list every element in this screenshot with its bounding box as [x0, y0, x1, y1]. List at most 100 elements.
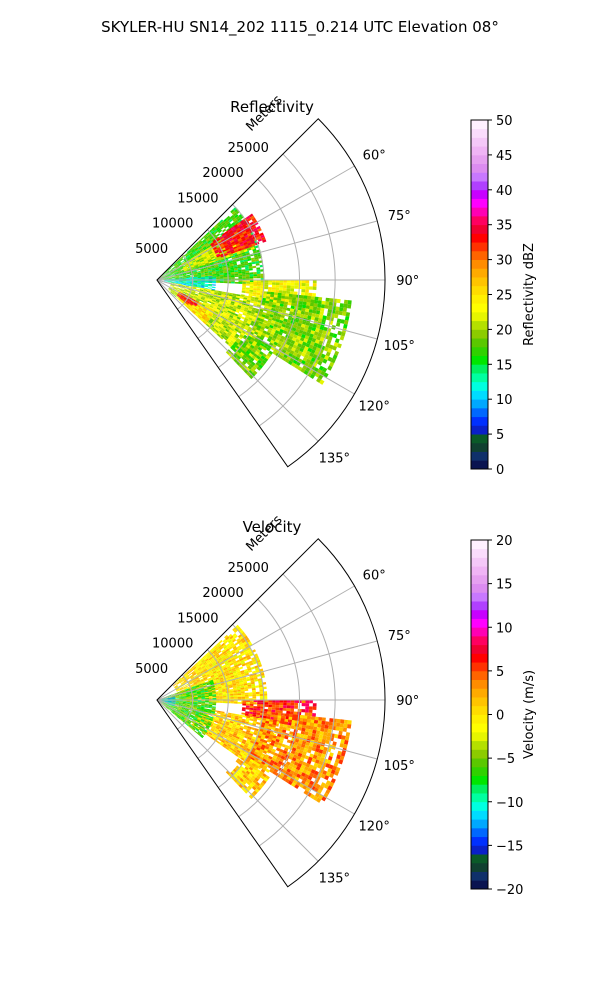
radar-gate — [242, 704, 246, 706]
radar-gate — [313, 727, 317, 731]
radar-gate — [246, 271, 250, 273]
colorbar-segment — [471, 303, 488, 312]
radar-gate — [309, 306, 313, 310]
colorbar-segment — [471, 452, 488, 461]
radar-gate — [307, 296, 311, 300]
radar-gate — [317, 307, 321, 311]
colorbar-tick-label: 0 — [496, 463, 504, 478]
radar-gate — [320, 308, 324, 312]
radar-gate — [301, 289, 305, 292]
radar-gate — [257, 706, 261, 708]
radar-gate — [216, 276, 220, 277]
radar-gate — [338, 731, 342, 736]
radar-gate — [328, 309, 332, 313]
radar-gate — [268, 707, 272, 710]
colorbar-segment — [471, 347, 488, 356]
radar-gate — [212, 277, 216, 278]
radar-gate — [245, 697, 249, 699]
radar-gate — [252, 690, 256, 692]
radar-gate — [279, 290, 283, 293]
radar-gate — [260, 696, 264, 698]
colorbar-segment — [471, 329, 488, 338]
radar-gate — [249, 692, 253, 694]
radar-gate — [216, 233, 220, 237]
radar-gate — [317, 727, 321, 731]
radar-gate — [318, 300, 322, 304]
radar-gate — [242, 275, 246, 277]
radar-gate — [230, 694, 234, 696]
radar-gate — [306, 725, 310, 729]
radar-gate — [339, 307, 343, 311]
radar-gate — [256, 722, 260, 725]
radar-gate — [212, 281, 216, 282]
radar-gate — [249, 268, 253, 270]
radar-gate — [290, 291, 294, 294]
radar-gate — [289, 714, 293, 717]
colorbar-segment — [471, 120, 488, 129]
radar-gate — [250, 274, 254, 276]
radar-gate — [307, 716, 311, 720]
radar-gate — [338, 311, 342, 316]
radar-gate — [327, 313, 331, 317]
radar-gate — [246, 275, 250, 277]
radar-gate — [223, 694, 227, 696]
radar-gate — [287, 705, 291, 708]
radar-gate — [252, 692, 256, 694]
radar-gate — [310, 299, 314, 303]
radar-gate — [242, 284, 246, 286]
radar-gate — [285, 714, 289, 717]
radar-gate — [238, 277, 242, 279]
colorbar-segment — [471, 137, 488, 146]
radar-gate — [299, 721, 303, 725]
radar-gate — [325, 305, 329, 309]
radar-gate — [286, 291, 290, 294]
radar-gate — [242, 273, 246, 275]
radar-gate — [257, 276, 261, 278]
radar-gate — [220, 277, 224, 279]
radar-gate — [299, 298, 303, 302]
radar-gate — [326, 316, 330, 320]
radar-gate — [272, 290, 276, 293]
radar-gate — [239, 667, 243, 670]
radar-gate — [305, 709, 309, 712]
radar-gate — [253, 276, 257, 278]
radar-gate — [334, 314, 338, 319]
colorbar-tick-label: 10 — [496, 393, 513, 408]
radar-gate — [329, 302, 333, 306]
radar-gate — [199, 677, 203, 680]
radar-gate — [321, 721, 325, 725]
radar-gate — [270, 292, 274, 295]
radar-gate — [257, 272, 261, 274]
colorbar-segment — [471, 373, 488, 382]
radar-gate — [205, 282, 209, 283]
colorbar-segment — [471, 251, 488, 260]
radar-gate — [212, 284, 216, 286]
radar-gate — [291, 283, 295, 286]
radar-gate — [250, 702, 254, 704]
radar-gate — [301, 292, 305, 295]
radar-gate — [270, 294, 274, 297]
radar-gate — [272, 285, 276, 288]
radar-gate — [257, 282, 261, 284]
figure-title: SKYLER-HU SN14_202 1115_0.214 UTC Elevat… — [101, 18, 499, 37]
radar-gate — [231, 280, 235, 282]
radar-gate — [302, 283, 306, 286]
radar-gate — [321, 301, 325, 305]
radar-gate — [212, 282, 216, 283]
radar-gate — [283, 288, 287, 291]
radar-gate — [254, 282, 258, 284]
radar-gate — [252, 696, 256, 698]
radar-gate — [257, 708, 261, 711]
radar-gate — [315, 297, 319, 301]
radar-gate — [316, 310, 320, 314]
colorbar-tick-label: 20 — [496, 323, 513, 338]
colorbar-segment — [471, 364, 488, 373]
radar-gate — [335, 310, 339, 314]
radar-gate — [205, 281, 209, 282]
radar-gate — [234, 272, 238, 274]
radar-gate — [268, 282, 272, 285]
radar-gate — [267, 712, 271, 715]
radar-gate — [309, 726, 313, 730]
colorbar-segment — [471, 425, 488, 434]
colorbar-segment — [471, 434, 488, 443]
